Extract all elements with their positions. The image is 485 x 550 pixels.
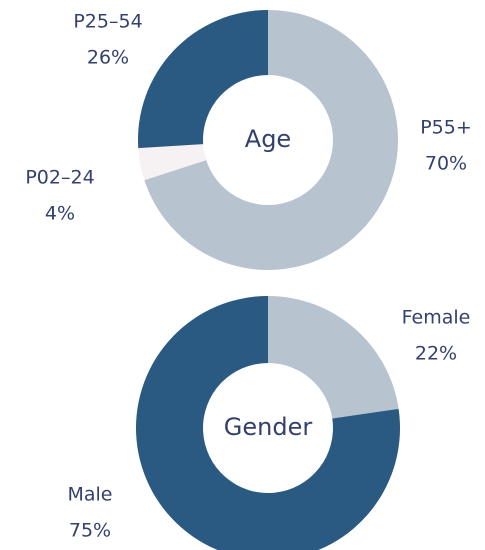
- donut-center-title: Age: [245, 125, 291, 153]
- segment-label: P02–24: [25, 167, 94, 189]
- segment-value-label: 26%: [87, 47, 129, 69]
- donut-segment: [268, 296, 399, 419]
- donut-segment: [138, 144, 207, 181]
- segment-label: Female: [402, 307, 471, 329]
- donut-center-title: Gender: [224, 413, 313, 441]
- segment-value-label: 4%: [45, 203, 75, 225]
- segment-value-label: 75%: [69, 520, 111, 542]
- segment-label: Male: [67, 484, 112, 506]
- donut-segment: [136, 296, 401, 550]
- segment-value-label: 70%: [425, 153, 467, 175]
- donut-segment: [144, 10, 398, 270]
- segment-label: P25–54: [73, 11, 142, 33]
- segment-value-label: 22%: [415, 343, 457, 365]
- segment-label: P55+: [420, 117, 472, 139]
- donut-segment: [138, 10, 268, 149]
